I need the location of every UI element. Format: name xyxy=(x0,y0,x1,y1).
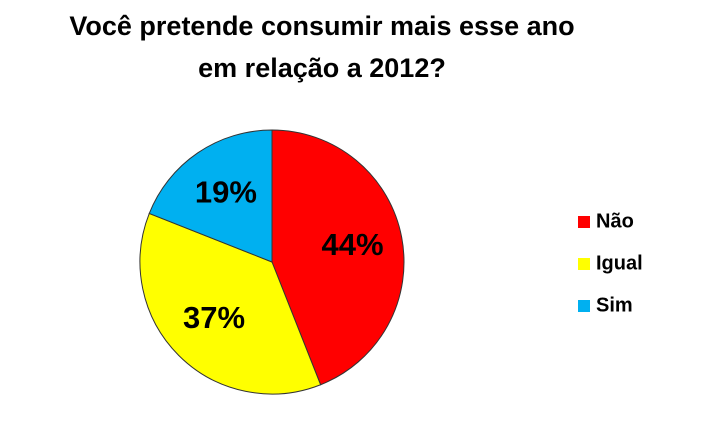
legend-swatch xyxy=(578,300,590,312)
legend-label: Igual xyxy=(596,252,643,274)
pie-slice xyxy=(148,129,273,263)
legend-label: Sim xyxy=(596,294,633,316)
value-label: 19% xyxy=(195,174,257,209)
legend-swatch xyxy=(578,216,590,228)
pie-slice xyxy=(139,212,322,395)
legend-swatch xyxy=(578,258,590,270)
value-label: 37% xyxy=(183,300,245,335)
chart-title: em relação a 2012? xyxy=(198,53,446,83)
chart-title: Você pretende consumir mais esse ano xyxy=(69,11,574,41)
pie-slice xyxy=(271,129,405,386)
legend-label: Não xyxy=(596,210,634,232)
value-label: 44% xyxy=(322,227,384,262)
